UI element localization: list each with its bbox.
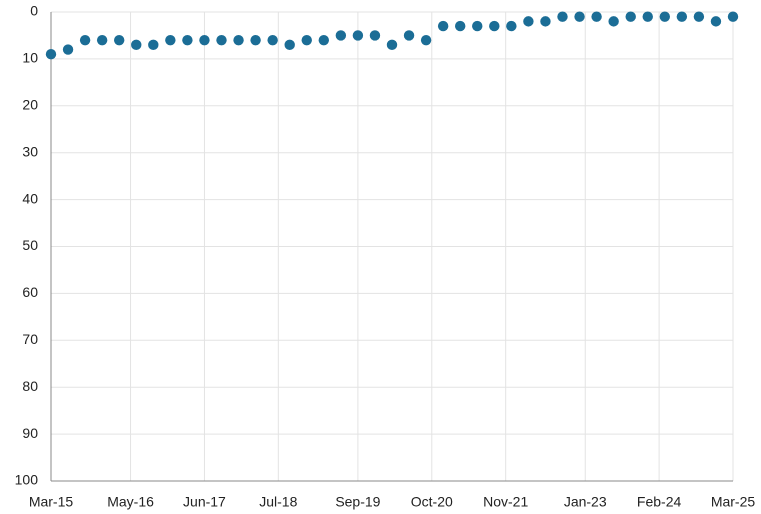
point: [642, 11, 653, 22]
point: [96, 34, 108, 46]
x-tick-label: Jul-18: [259, 494, 297, 510]
y-tick-label: 10: [22, 50, 38, 66]
point: [352, 30, 364, 41]
point: [540, 16, 551, 27]
x-tick-label: Oct-20: [411, 494, 453, 510]
point: [420, 34, 432, 46]
point: [403, 30, 415, 41]
point: [114, 34, 125, 46]
point: [284, 39, 295, 51]
point: [335, 30, 347, 41]
point: [489, 20, 500, 32]
point: [318, 34, 329, 46]
x-tick-label: Nov-21: [483, 494, 528, 510]
point: [523, 16, 534, 27]
x-tick-label: Jun-17: [183, 494, 226, 510]
point: [79, 34, 91, 46]
point: [574, 11, 585, 22]
y-tick-label: 40: [22, 190, 38, 206]
y-tick-label: 100: [15, 472, 39, 488]
y-tick-label: 80: [22, 378, 38, 394]
point: [301, 34, 312, 46]
point: [676, 11, 688, 22]
y-tick-label: 90: [22, 425, 38, 441]
point: [45, 49, 57, 60]
point: [437, 20, 449, 32]
point: [386, 39, 398, 51]
point: [182, 34, 193, 46]
y-tick-label: 60: [22, 284, 38, 300]
point: [369, 30, 381, 41]
point: [727, 11, 739, 22]
point: [455, 20, 466, 32]
point: [165, 34, 176, 46]
point: [710, 16, 722, 27]
point: [148, 39, 159, 51]
point: [199, 34, 210, 46]
x-tick-label: Sep-19: [335, 494, 380, 510]
point: [659, 11, 670, 22]
y-tick-label: 50: [22, 237, 38, 253]
point: [472, 20, 483, 32]
x-tick-label: Mar-15: [29, 494, 74, 510]
point: [131, 39, 142, 51]
point: [591, 11, 602, 22]
point: [216, 34, 227, 46]
point: [267, 34, 278, 46]
y-tick-label: 0: [30, 3, 38, 19]
point: [608, 16, 619, 27]
x-tick-label: Feb-24: [637, 494, 682, 510]
x-tick-label: Jan-23: [564, 494, 607, 510]
y-tick-label: 30: [22, 143, 38, 159]
x-tick-label: May-16: [107, 494, 154, 510]
point: [557, 11, 568, 22]
y-tick-label: 20: [22, 97, 38, 113]
point: [62, 44, 74, 55]
point: [693, 11, 705, 22]
x-tick-label: Mar-25: [711, 494, 756, 510]
point: [625, 11, 636, 22]
y-tick-label: 70: [22, 331, 38, 347]
point: [506, 20, 517, 32]
point: [233, 34, 244, 46]
point: [250, 34, 261, 46]
